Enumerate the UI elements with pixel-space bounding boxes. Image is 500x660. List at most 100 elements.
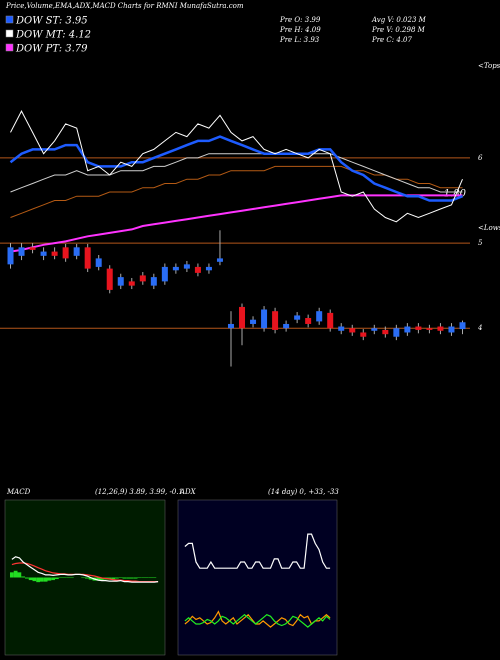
candle-body <box>40 251 47 256</box>
histogram-bar <box>111 577 115 580</box>
candle-body <box>172 266 179 271</box>
candle-body <box>316 311 323 322</box>
candle-body <box>327 312 334 329</box>
histogram-bar <box>152 577 157 579</box>
indicator-line <box>11 556 159 583</box>
candle-body <box>84 247 91 269</box>
candle-body <box>194 266 201 273</box>
stat: Pre L: 3.93 <box>279 36 320 44</box>
indicator-line <box>184 610 331 628</box>
candle-body <box>106 268 113 290</box>
histogram-bar <box>55 577 59 580</box>
histogram-bar <box>28 577 33 581</box>
histogram-bar <box>70 577 74 579</box>
indicator-line <box>11 562 159 583</box>
candle-body <box>426 328 433 330</box>
candle-body <box>338 326 345 331</box>
histogram-bar <box>40 577 44 582</box>
candle-body <box>150 277 157 286</box>
legend-swatch <box>5 15 14 24</box>
histogram-bar <box>130 577 134 579</box>
legend-label: DOW MT: 4.12 <box>15 30 91 41</box>
histogram-bar <box>126 577 130 579</box>
histogram-bar <box>47 577 52 581</box>
indicator-line <box>10 194 463 253</box>
histogram-bar <box>13 570 18 578</box>
candle-body <box>117 277 124 286</box>
candle-body <box>18 247 25 256</box>
histogram-bar <box>43 577 48 582</box>
candle-body <box>448 326 455 333</box>
indicator-line <box>184 613 331 628</box>
legend-label: DOW PT: 3.79 <box>15 44 88 55</box>
histogram-bar <box>141 577 145 579</box>
candle-body <box>305 318 312 324</box>
candle-body <box>183 264 190 269</box>
indicator-line <box>184 533 331 569</box>
y-tick-label: 5 <box>478 239 483 247</box>
histogram-bar <box>10 572 14 578</box>
candle-body <box>73 247 80 256</box>
histogram-bar <box>32 577 37 582</box>
histogram-bar <box>62 577 67 579</box>
candle-body <box>161 266 168 282</box>
panel-subtitle: (12,26,9) 3.89, 3.99, -0.1 <box>95 488 183 496</box>
histogram-bar <box>96 577 100 581</box>
candle-body <box>29 247 36 250</box>
histogram-bar <box>145 577 149 579</box>
candle-body <box>261 309 268 329</box>
histogram-bar <box>81 577 85 579</box>
candle-body <box>349 328 356 333</box>
legend-swatch <box>5 29 14 38</box>
histogram-bar <box>137 577 142 579</box>
histogram-bar <box>122 577 127 579</box>
candle-body <box>371 328 378 331</box>
panel-title: MACD <box>6 488 31 496</box>
histogram-bar <box>21 576 25 578</box>
histogram-bar <box>25 577 29 579</box>
histogram-bar <box>88 577 93 580</box>
histogram-bar <box>51 577 55 581</box>
indicator-line <box>10 153 463 193</box>
panel-subtitle: (14 day) 0, +33, -33 <box>268 488 339 496</box>
legend-label: DOW ST: 3.95 <box>15 16 88 27</box>
indicator-line <box>10 110 463 223</box>
candle-body <box>459 322 466 330</box>
candle-body <box>272 311 279 330</box>
candle-body <box>393 328 400 337</box>
histogram-bar <box>115 577 119 579</box>
y-tick-label: 6 <box>478 154 483 162</box>
panel-bg <box>177 499 338 656</box>
annotation: 1.80 <box>444 189 467 200</box>
candle-body <box>227 323 234 329</box>
chart-title: Price,Volume,EMA,ADX,MACD Charts for RMN… <box>5 2 244 10</box>
histogram-bar <box>118 577 123 579</box>
candle-body <box>128 281 135 286</box>
candle-body <box>283 323 290 329</box>
candle-body <box>415 326 422 330</box>
indicator-line <box>9 135 463 202</box>
candle-body <box>139 275 146 282</box>
stat: Pre V: 0.298 M <box>371 26 426 34</box>
histogram-bar <box>148 577 153 579</box>
stat: Avg V: 0.023 M <box>371 16 427 24</box>
candle-body <box>51 251 58 256</box>
candle-body <box>404 326 411 333</box>
histogram-bar <box>36 577 40 583</box>
y-tick-label: 4 <box>477 324 482 332</box>
histogram-bar <box>17 572 22 578</box>
annotation: <Lows <box>478 224 500 232</box>
candle-body <box>62 247 69 259</box>
histogram-bar <box>85 577 89 579</box>
candle-body <box>437 326 444 331</box>
candle-body <box>95 258 102 267</box>
candle-body <box>382 329 389 335</box>
candle-body <box>239 306 246 329</box>
candle-body <box>205 266 212 271</box>
candle-body <box>216 258 223 262</box>
candle-body <box>294 315 301 320</box>
histogram-bar <box>133 577 138 579</box>
annotation: <Tops <box>478 62 500 70</box>
